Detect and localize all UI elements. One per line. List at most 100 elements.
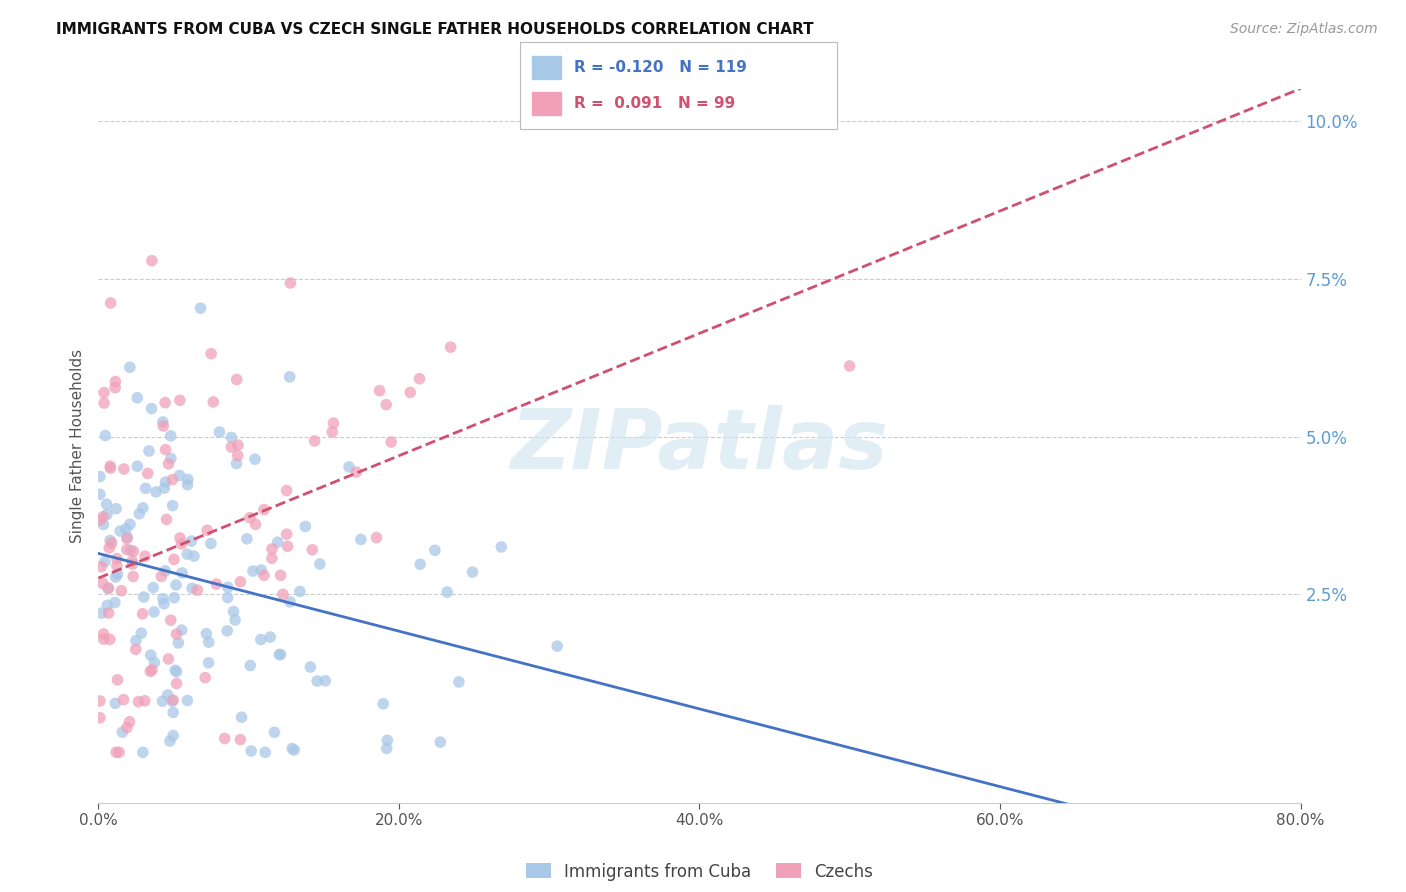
Point (217, 591, 239, 605)
Point (278, 370, 301, 384)
Point (176, 693, 198, 707)
Point (373, 697, 395, 711)
Point (152, 591, 174, 606)
Point (128, 507, 150, 521)
Point (239, 510, 262, 524)
Point (96, 599, 118, 613)
Point (89, 469, 111, 483)
Point (120, 543, 142, 558)
Point (93, 396, 115, 410)
Point (186, 582, 208, 597)
Point (205, 577, 228, 591)
Point (90, 606, 112, 620)
Point (165, 578, 187, 592)
Point (278, 595, 301, 609)
Point (197, 656, 219, 670)
Point (429, 735, 451, 749)
Point (98, 533, 121, 548)
Point (97, 581, 120, 595)
Point (222, 605, 245, 619)
Point (152, 694, 174, 708)
Point (439, 340, 461, 354)
Point (344, 465, 367, 479)
Point (118, 517, 141, 532)
Point (280, 276, 302, 290)
Point (194, 671, 217, 685)
Point (399, 385, 422, 400)
Point (145, 484, 167, 499)
Point (98, 632, 121, 647)
Point (155, 475, 177, 489)
Point (142, 581, 165, 595)
Point (127, 391, 149, 405)
Point (104, 595, 127, 609)
Point (436, 585, 458, 599)
Point (159, 429, 181, 443)
Point (838, 359, 860, 373)
Point (125, 633, 148, 648)
Point (276, 527, 298, 541)
Point (134, 549, 156, 563)
Point (96, 508, 118, 522)
Point (153, 395, 176, 409)
Point (176, 547, 198, 561)
Point (239, 658, 262, 673)
Point (93, 385, 115, 400)
Point (197, 635, 219, 649)
Point (243, 452, 266, 467)
Point (226, 449, 249, 463)
Point (96, 497, 118, 511)
Point (165, 663, 187, 677)
Point (308, 557, 330, 571)
Point (409, 558, 432, 572)
Point (115, 721, 138, 735)
Point (162, 693, 184, 707)
Point (150, 569, 173, 583)
Point (162, 473, 184, 487)
Point (89, 487, 111, 501)
Point (111, 725, 134, 739)
Point (131, 607, 153, 621)
Point (121, 557, 143, 571)
Point (259, 630, 281, 644)
Point (240, 744, 263, 758)
Point (98, 459, 121, 474)
Point (132, 590, 155, 604)
Point (89, 694, 111, 708)
Point (162, 706, 184, 720)
Point (181, 581, 204, 595)
Point (269, 648, 291, 662)
Point (321, 425, 343, 439)
Point (226, 438, 249, 452)
Point (159, 613, 181, 627)
Point (135, 481, 157, 495)
Point (156, 688, 179, 702)
Point (221, 440, 243, 454)
Point (105, 551, 128, 566)
Point (301, 542, 323, 557)
Point (104, 570, 127, 584)
Point (107, 567, 129, 582)
Point (208, 425, 231, 439)
Point (260, 541, 283, 556)
Point (115, 522, 138, 536)
Point (162, 729, 184, 743)
Point (190, 301, 212, 316)
Point (93, 627, 115, 641)
Point (122, 569, 145, 583)
Point (141, 401, 163, 416)
Point (100, 461, 122, 475)
Point (136, 467, 159, 481)
Point (263, 725, 285, 739)
Point (89, 711, 111, 725)
Point (366, 531, 388, 545)
Point (118, 360, 141, 375)
Point (131, 626, 153, 640)
Point (221, 430, 243, 444)
Text: Source: ZipAtlas.com: Source: ZipAtlas.com (1230, 22, 1378, 37)
Point (408, 372, 430, 386)
Point (276, 483, 298, 498)
Point (169, 468, 191, 483)
Point (139, 665, 162, 679)
Point (110, 583, 132, 598)
